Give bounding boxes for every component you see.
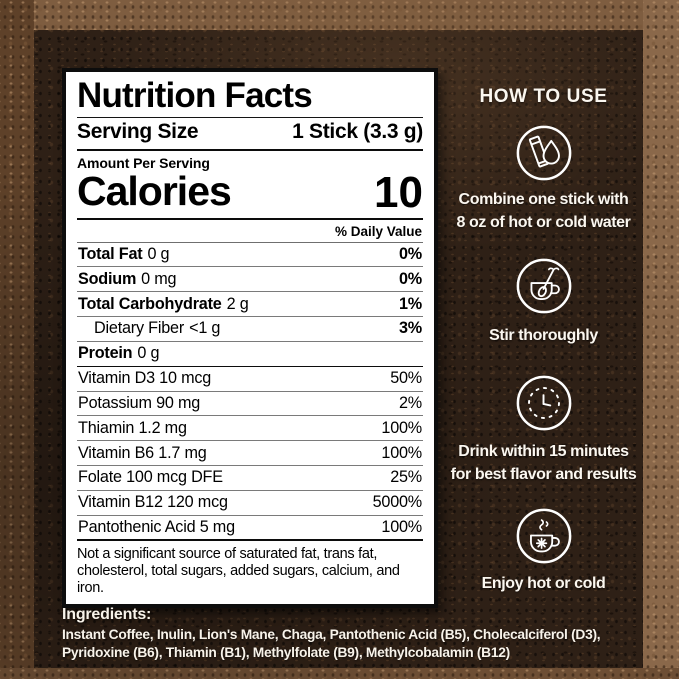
nutrient-name: Vitamin B12 120 mcg (78, 493, 228, 512)
nutrient-dv: 100% (381, 443, 422, 462)
stir-cup-icon (515, 257, 573, 315)
daily-value-header: % Daily Value (77, 220, 423, 243)
nutrient-dv: 1% (399, 294, 422, 313)
nutrient-dv: 5000% (372, 493, 423, 512)
serving-size-row: Serving Size 1 Stick (3.3 g) (77, 118, 423, 149)
nutrient-dv: 0% (399, 269, 422, 288)
nutrition-facts-label: Nutrition Facts Serving Size 1 Stick (3.… (62, 68, 438, 608)
thick-divider (77, 539, 423, 541)
background-bottom-strip (0, 668, 679, 679)
table-row-vitamin-b12: Vitamin B12 120 mcg 5000% (77, 491, 423, 516)
nutrient-name: Pantothenic Acid 5 mg (78, 517, 235, 536)
clock-icon (515, 374, 573, 432)
nutrient-name: Vitamin B6 1.7 mg (78, 443, 207, 462)
ingredients-list: Instant Coffee, Inulin, Lion's Mane, Cha… (62, 627, 601, 660)
background-right-strip (643, 0, 679, 679)
step-text: Stir thoroughly (489, 327, 598, 344)
nutrient-dv: 100% (381, 517, 422, 536)
table-row-pantothenic-acid: Pantothenic Acid 5 mg 100% (77, 516, 423, 540)
nutrient-name: Total Carbohydrate 2 g (78, 294, 249, 313)
nutrient-name: Vitamin D3 10 mcg (78, 369, 212, 388)
nutrient-name: Dietary Fiber <1 g (94, 319, 221, 338)
table-row-folate: Folate 100 mcg DFE 25% (77, 466, 423, 491)
stick-water-icon (515, 124, 573, 182)
nutrient-name: Total Fat 0 g (78, 245, 170, 264)
nutrient-dv: 3% (399, 319, 422, 338)
nutrient-dv: 2% (399, 394, 422, 413)
nutrient-dv: 50% (390, 369, 422, 388)
ingredients-section: Ingredients: Instant Coffee, Inulin, Lio… (62, 606, 662, 662)
table-row-vitamin-b6: Vitamin B6 1.7 mg 100% (77, 441, 423, 467)
nutrient-dv: 0% (399, 245, 422, 264)
nutrient-name: Folate 100 mcg DFE (78, 468, 223, 487)
nutrient-name: Sodium 0 mg (78, 269, 177, 288)
calories-label: Calories (77, 167, 232, 214)
label-title: Nutrition Facts (77, 76, 313, 115)
step-text: Enjoy hot or cold (481, 575, 606, 592)
table-row-potassium: Potassium 90 mg 2% (77, 392, 423, 417)
calories-value: 10 (374, 167, 423, 217)
thick-divider (77, 218, 423, 220)
serving-size-value: 1 Stick (3.3 g) (292, 120, 423, 144)
table-row-vitamin-d3: Vitamin D3 10 mcg 50% (77, 367, 423, 392)
ingredients-heading: Ingredients: (62, 606, 152, 623)
step-text: Drink within 15 minutes for best flavor … (450, 443, 637, 483)
how-to-use-title: HOW TO USE (479, 86, 608, 107)
background-left-strip (0, 0, 34, 679)
table-row-protein: Protein 0 g (77, 342, 423, 366)
nutrient-name: Potassium 90 mg (78, 394, 201, 413)
steam-cup-icon (515, 507, 573, 565)
nutrient-dv: 25% (390, 468, 422, 487)
thick-divider (77, 149, 423, 151)
nutrient-dv: 100% (381, 418, 422, 437)
table-row-thiamin: Thiamin 1.2 mg 100% (77, 416, 423, 442)
background-top-strip (0, 0, 679, 30)
label-footnote: Not a significant source of saturated fa… (77, 545, 400, 596)
table-row-dietary-fiber: Dietary Fiber <1 g 3% (77, 317, 423, 342)
table-row-sodium: Sodium 0 mg 0% (77, 267, 423, 293)
nutrient-name: Protein 0 g (78, 344, 160, 363)
nutrient-name: Thiamin 1.2 mg (78, 418, 187, 437)
amount-per-serving: Amount Per Serving (77, 154, 210, 171)
serving-size-label: Serving Size (77, 120, 199, 144)
table-row-total-fat: Total Fat 0 g 0% (77, 243, 423, 268)
calories-row: Calories 10 (77, 167, 423, 217)
step-text: Combine one stick with 8 oz of hot or co… (456, 191, 631, 231)
thick-divider (77, 365, 423, 367)
how-to-use-section: HOW TO USE Combine one stick with 8 oz o… (436, 0, 651, 679)
table-row-carbohydrate: Total Carbohydrate 2 g 1% (77, 292, 423, 318)
